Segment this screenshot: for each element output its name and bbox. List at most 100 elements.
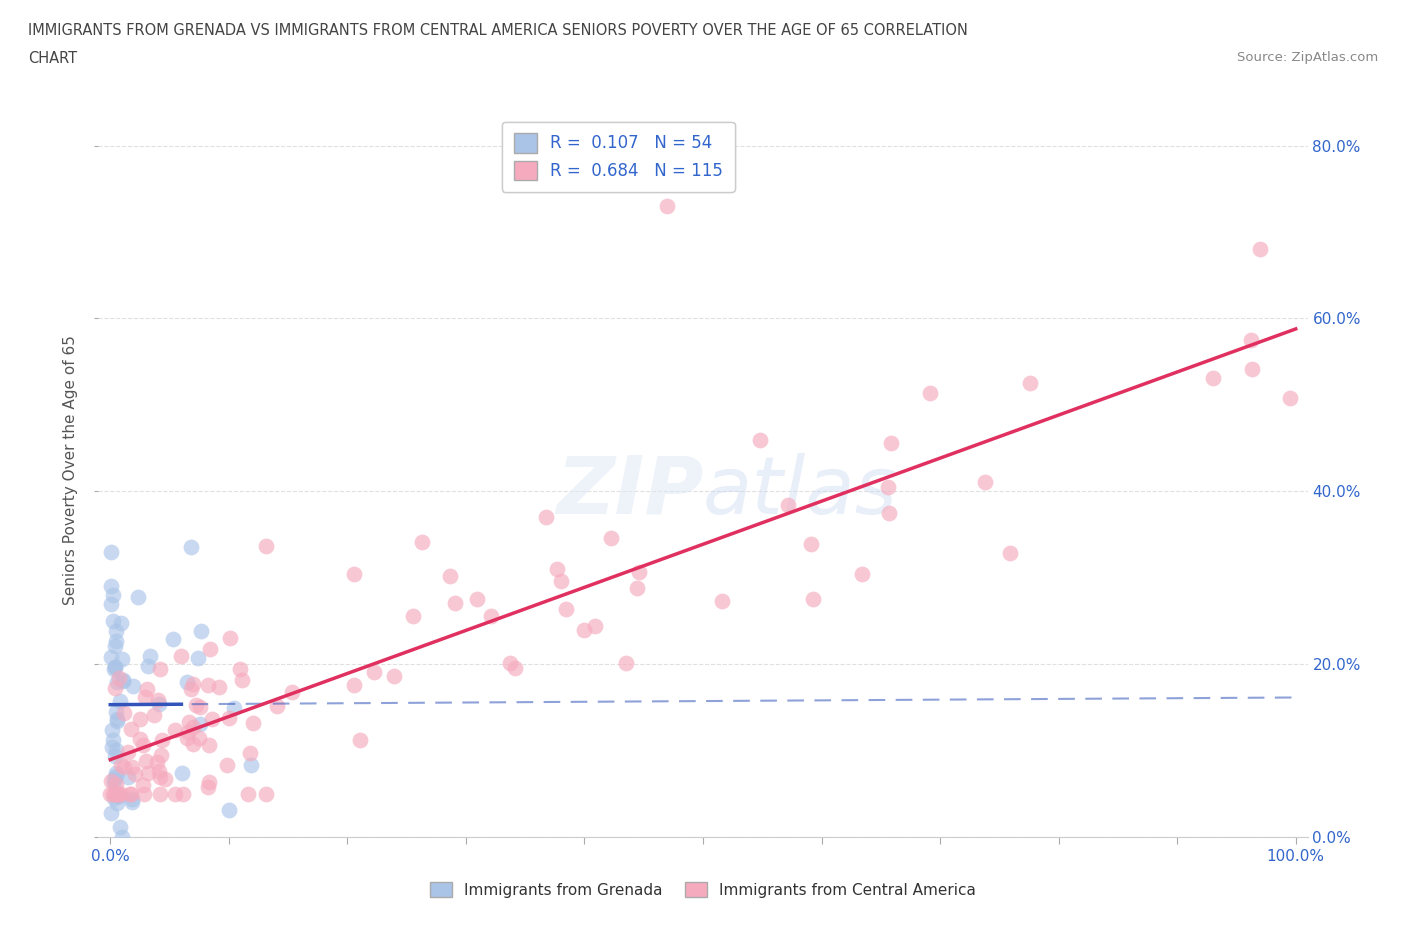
Point [479, 609, 502, 624]
Point [148, 697, 170, 711]
Legend: R =  0.107   N = 54, R =  0.684   N = 115: R = 0.107 N = 54, R = 0.684 N = 115 [502, 122, 735, 192]
Point [105, 777, 128, 791]
Point [103, 749, 125, 764]
Point [100, 596, 122, 611]
Point [121, 794, 143, 809]
Point [1241, 361, 1264, 376]
Point [117, 770, 139, 785]
Point [1019, 376, 1042, 391]
Point [207, 680, 229, 695]
Point [503, 660, 526, 675]
Point [107, 711, 129, 726]
Point [104, 659, 127, 674]
Point [108, 671, 131, 685]
Point [184, 698, 207, 712]
Point [135, 753, 157, 768]
Point [148, 764, 170, 778]
Point [880, 435, 903, 450]
Point [104, 787, 127, 802]
Legend: Immigrants from Grenada, Immigrants from Central America: Immigrants from Grenada, Immigrants from… [425, 875, 981, 904]
Point [100, 649, 122, 664]
Point [600, 530, 623, 545]
Point [112, 760, 135, 775]
Point [197, 678, 219, 693]
Point [162, 631, 184, 646]
Text: IMMIGRANTS FROM GRENADA VS IMMIGRANTS FROM CENTRAL AMERICA SENIORS POVERTY OVER : IMMIGRANTS FROM GRENADA VS IMMIGRANTS FR… [28, 23, 967, 38]
Point [117, 744, 139, 759]
Point [443, 595, 465, 610]
Point [800, 537, 823, 551]
Point [111, 830, 134, 844]
Point [197, 779, 219, 794]
Point [231, 673, 253, 688]
Point [170, 765, 193, 780]
Point [877, 480, 900, 495]
Point [181, 719, 204, 734]
Point [111, 672, 134, 687]
Point [583, 618, 606, 633]
Point [132, 777, 155, 792]
Point [402, 608, 425, 623]
Point [121, 679, 143, 694]
Point [626, 580, 648, 595]
Point [1202, 370, 1225, 385]
Point [100, 787, 122, 802]
Point [177, 725, 200, 740]
Point [111, 673, 134, 688]
Point [149, 769, 172, 784]
Point [100, 806, 122, 821]
Point [129, 711, 152, 726]
Point [219, 631, 242, 645]
Point [179, 539, 201, 554]
Point [101, 733, 124, 748]
Point [105, 633, 128, 648]
Point [177, 714, 200, 729]
Point [266, 698, 288, 713]
Point [111, 651, 134, 666]
Point [187, 731, 209, 746]
Point [349, 733, 371, 748]
Point [254, 538, 277, 553]
Text: ZIP: ZIP [555, 453, 703, 531]
Text: Source: ZipAtlas.com: Source: ZipAtlas.com [1237, 51, 1378, 64]
Point [657, 199, 679, 214]
Point [554, 602, 576, 617]
Point [801, 591, 824, 606]
Point [120, 722, 142, 737]
Point [108, 819, 131, 834]
Point [100, 578, 122, 593]
Point [536, 510, 558, 525]
Point [198, 737, 221, 752]
Point [574, 622, 596, 637]
Point [104, 705, 127, 720]
Point [546, 562, 568, 577]
Point [132, 737, 155, 752]
Point [239, 746, 262, 761]
Text: atlas: atlas [703, 453, 898, 531]
Point [242, 716, 264, 731]
Point [998, 546, 1021, 561]
Point [439, 568, 461, 583]
Point [108, 694, 131, 709]
Point [710, 593, 733, 608]
Point [110, 787, 132, 802]
Point [103, 790, 125, 805]
Point [107, 787, 129, 802]
Point [280, 684, 302, 699]
Point [100, 773, 122, 788]
Point [104, 681, 127, 696]
Point [120, 787, 142, 802]
Point [103, 776, 125, 790]
Point [103, 787, 125, 802]
Point [1278, 391, 1301, 405]
Point [136, 765, 159, 780]
Point [148, 662, 170, 677]
Point [120, 787, 142, 802]
Point [104, 623, 127, 638]
Point [215, 757, 238, 772]
Point [343, 566, 366, 581]
Point [851, 566, 873, 581]
Point [100, 544, 122, 559]
Point [200, 642, 222, 657]
Point [550, 573, 572, 588]
